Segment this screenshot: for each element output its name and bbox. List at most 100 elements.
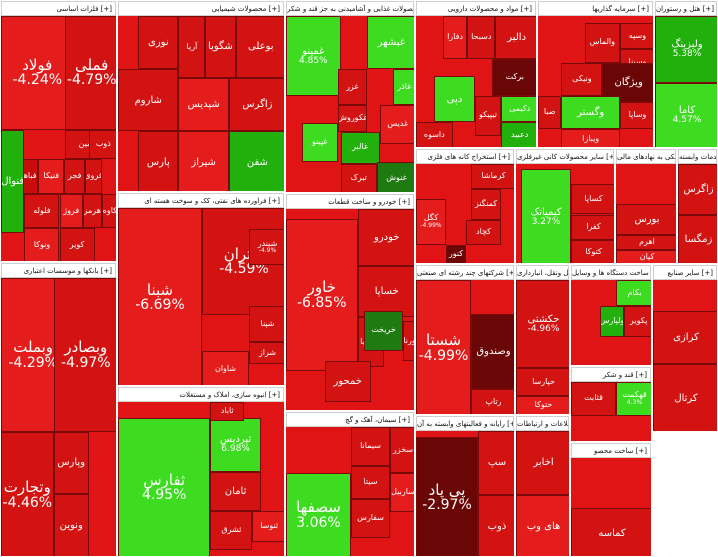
stock-tile[interactable]: شگویا [205,16,236,78]
sector-header[interactable]: مواد و محصولات دارویی [+] [416,1,536,16]
sector-header[interactable]: قند و شکر [+] [571,367,651,382]
stock-tile[interactable]: قثابت [571,382,617,416]
sector-header[interactable]: حمل ونقل، انبارداری [+] [516,265,569,280]
stock-tile[interactable]: ذوب [478,494,514,556]
stock-tile[interactable]: کمنگنز [471,189,501,220]
stock-tile[interactable]: وصندوق [471,314,514,389]
stock-tile[interactable]: کویر [59,228,95,261]
stock-tile[interactable]: کاوه [101,193,116,229]
stock-tile[interactable]: ثنوسا [252,511,284,543]
stock-tile[interactable]: ثپردیس 6.98% [210,417,261,473]
sector-header[interactable]: بانکها و موسسات اعتباری [+] [1,263,116,278]
stock-tile[interactable]: شفن [228,131,284,191]
stock-tile[interactable]: خاور -6.85% [286,219,358,372]
stock-tile[interactable]: فلوله [24,193,60,229]
sector-header[interactable]: خودرو و ساخت قطعات [+] [286,194,414,209]
sector-misc2[interactable]: ساخت محصو [+] کماسه [570,442,652,557]
stock-tile[interactable]: بکام [616,280,651,307]
stock-tile[interactable]: وتجارت -4.46% [1,432,54,556]
stock-tile[interactable]: ذوب [88,129,116,160]
stock-tile[interactable]: تیپیکو [474,95,502,136]
stock-tile[interactable]: فملی -4.79% [65,16,116,130]
stock-tile[interactable]: ونوین [53,493,89,556]
stock-tile[interactable]: فروی [85,159,102,194]
stock-tile[interactable]: شبنا -6.69% [118,208,202,385]
stock-tile[interactable]: فولاد -4.24% [1,16,74,130]
sector-header[interactable]: شرکتهای چند رشته ای صنعتی [+] [416,265,514,280]
stock-tile[interactable]: شستا -4.99% [416,280,471,414]
stock-tile[interactable]: غکوروش [338,105,367,132]
stock-tile[interactable]: قهکمت 4.3% [616,382,651,416]
stock-tile[interactable]: اهرم [616,234,676,250]
stock-tile[interactable]: ویژگان [602,62,653,103]
sector-cement[interactable]: سیمان، آهک و گچ [+] سیمانا سیتا سخزر سصفها 3.… [285,411,415,557]
sector-header[interactable]: ساخت دستگاه ها و وسایل [+] [571,265,651,280]
stock-tile[interactable]: اخابر [516,431,569,495]
stock-tile[interactable]: کیمیاتک 3.27% [521,169,571,263]
stock-tile[interactable]: ورنا [403,320,414,362]
stock-tile[interactable]: ساربیل [390,472,414,513]
stock-tile[interactable]: هرمز [82,193,102,229]
stock-tile[interactable]: شپدیس [178,77,229,132]
stock-tile[interactable]: نوری [138,16,179,70]
stock-tile[interactable]: کفرا [571,214,614,240]
stock-tile[interactable]: بورس [616,204,676,235]
stock-tile[interactable]: زمگسا [678,214,717,263]
stock-tile[interactable]: کنور [446,244,466,263]
sector-header[interactable]: رایانه و فعالیتهای وابسته به آن [+] [416,416,514,431]
stock-tile[interactable]: زاگرس [228,77,284,132]
stock-tile[interactable]: دفارا [442,16,468,59]
sector-header[interactable]: اطلاعات و ارتباطات [+] [516,416,569,431]
sector-header[interactable]: سایر محصولات کانی غیرفلزی [+] [516,149,614,164]
sector-header[interactable]: فعالیتهای کمکی به نهادهای مالی [+] [616,149,676,164]
stock-tile[interactable]: دکیمی [501,95,536,123]
stock-tile[interactable]: صبا [538,95,562,130]
stock-tile[interactable]: غدیس [379,105,414,145]
sector-header[interactable]: ساخت محصو [+] [571,443,651,458]
sector-transport[interactable]: حمل ونقل، انبارداری [+]حکشتی-4.96%حپارسا… [515,264,570,415]
stock-tile[interactable]: حکشتی -4.96% [516,280,569,369]
stock-tile[interactable]: برکت [491,58,536,96]
stock-tile[interactable]: پی پاد -2.97% [416,437,478,556]
sector-header[interactable]: هتل و رستوران [+] [655,1,717,16]
sector-invest[interactable]: سرمایه گذاریها [+] والماس وسپه وسینا ونیکی وی… [537,0,654,148]
stock-tile[interactable]: تبرک [340,163,377,192]
stock-tile[interactable]: شاروم [118,69,179,132]
sector-pharma[interactable]: مواد و محصولات دارویی [+] دالبر دسبحا دفارا… [415,0,537,148]
stock-tile[interactable]: ونوکا [24,228,60,261]
stock-tile[interactable]: های وب [516,494,569,556]
stock-tile[interactable]: سفارس [351,499,390,539]
stock-tile[interactable]: سخزر [390,427,414,473]
sector-header[interactable]: محصولات شیمیایی [+] [118,1,284,16]
stock-tile[interactable]: غالبر [340,131,380,164]
stock-tile[interactable]: ونیکی [561,62,603,96]
sector-header[interactable]: سایر صنایع [+] [653,265,717,280]
sector-header[interactable]: زراعت و خدمات وابسته [+] [678,149,717,164]
stock-tile[interactable]: خساپا [357,265,414,317]
stock-tile[interactable]: وگستر [561,95,620,130]
sector-header[interactable]: محصولات غذایی و آشامیدنی به جز قند و شکر… [286,1,414,16]
stock-tile[interactable]: پکویر [624,306,651,337]
stock-tile[interactable]: غنوش [377,161,414,192]
stock-tile[interactable]: شیراز [178,131,229,191]
stock-tile[interactable]: حتوکا [516,395,569,414]
sector-sugar[interactable]: قند و شکر [+] قثابت قهکمت 4.3% [570,366,652,442]
stock-tile[interactable]: بوعلی [235,16,284,78]
stock-tile[interactable]: دالبر [495,16,536,59]
sector-header[interactable]: فلزات اساسی [+] [1,1,116,16]
stock-tile[interactable]: شبندر -4.9% [249,229,284,266]
stock-tile[interactable]: وبصادر -4.97% [53,278,116,432]
stock-tile[interactable]: غبشهر [366,16,414,70]
stock-tile[interactable]: پارس [138,131,179,191]
stock-tile[interactable]: داسوه [416,122,453,147]
stock-tile[interactable]: ثشرق [210,511,253,551]
stock-tile[interactable]: رتاپ [471,388,514,414]
stock-tile[interactable]: خریخت [364,310,403,352]
stock-tile[interactable]: حپارسا [516,368,569,396]
stock-tile[interactable]: سپ [478,431,514,495]
stock-tile[interactable]: خمحور [325,361,371,402]
sector-telecom[interactable]: رایانه و فعالیتهای وابسته به آن [+] پی پا… [415,415,515,557]
sector-misc[interactable]: اطلاعات و ارتباطات [+] اخابر های وب [515,415,570,557]
stock-tile[interactable]: دسبحا [467,16,496,59]
stock-tile[interactable]: غمینو 4.85% [286,16,341,97]
